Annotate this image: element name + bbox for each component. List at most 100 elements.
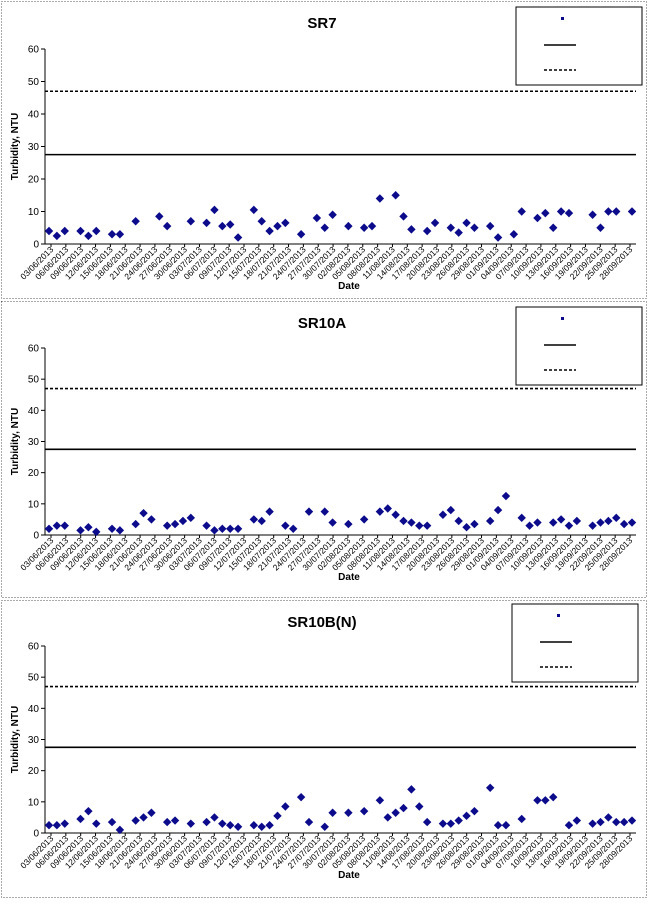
y-tick-label: 50 [28,673,40,684]
data-point [556,207,566,216]
data-point [52,231,62,241]
data-point [407,785,416,794]
data-point [517,513,526,523]
data-point [304,817,314,827]
y-axis-label: Turbidity, NTU [10,706,21,773]
x-axis-label: Date [338,572,360,583]
data-point [501,491,511,501]
data-point [391,808,400,817]
y-tick-label: 10 [28,207,40,218]
y-tick-label: 0 [33,829,39,840]
data-point [210,205,219,215]
data-point [249,205,259,215]
data-point [233,822,243,831]
legend [515,6,643,86]
data-point [627,816,637,825]
data-point [76,226,85,236]
data-point [454,516,463,526]
data-point [493,233,503,242]
data-point [131,217,140,226]
data-point [265,821,274,830]
y-tick-label: 20 [28,175,40,186]
data-point [281,218,290,228]
data-point [186,819,196,828]
data-point [454,816,463,825]
data-point [407,518,416,527]
data-point [462,811,471,821]
data-point [92,819,101,828]
data-point [438,510,448,519]
data-point [344,808,353,817]
data-point [572,816,582,825]
data-point [454,228,463,237]
data-point [604,516,613,526]
data-point [115,526,125,535]
y-tick-label: 10 [28,797,40,808]
data-point [202,521,211,530]
data-point [588,210,597,219]
data-point [107,230,117,239]
data-point [359,515,369,524]
data-point [210,526,219,535]
data-point [399,803,408,813]
data-point [265,226,274,236]
data-point [257,217,266,226]
legend-box [511,603,639,683]
data-point [541,796,550,805]
legend [511,603,639,683]
data-point [60,521,69,530]
data-point [328,210,337,219]
data-point [273,811,282,821]
x-axis-label: Date [338,281,360,292]
data-point [549,518,558,527]
data-point [462,523,471,532]
data-point [367,221,377,231]
data-point [52,821,62,830]
data-point [218,221,227,231]
data-point [281,521,290,530]
data-point [564,821,574,830]
data-point [501,821,511,830]
data-point [107,524,117,533]
data-point [202,218,211,228]
data-point [359,806,369,816]
data-point [320,223,329,232]
data-point [596,518,605,527]
data-point [273,221,282,231]
data-point [265,507,274,516]
data-point [92,226,101,236]
data-point [76,526,85,535]
data-point [139,508,148,518]
data-point [375,194,385,203]
data-point [44,226,54,236]
data-point [588,521,597,530]
data-point [249,821,259,830]
legend-marker [561,317,564,320]
data-point [446,505,455,515]
y-tick-label: 10 [28,499,40,510]
data-point [415,521,424,530]
data-point [383,504,392,513]
data-point [170,816,180,825]
data-point [233,524,243,533]
data-point [202,817,211,827]
data-point [178,516,188,526]
data-point [470,223,479,232]
data-point [257,516,266,526]
y-tick-label: 20 [28,766,40,777]
y-tick-label: 30 [28,437,40,448]
data-point [525,521,534,530]
data-series [44,783,637,835]
data-point [162,521,172,530]
data-point [218,819,227,828]
chart-title: SR7 [307,15,336,32]
data-point [131,519,140,529]
data-point [320,507,329,516]
data-point [44,524,54,533]
data-point [509,230,519,239]
data-point [52,521,62,530]
y-axis-label: Turbidity, NTU [10,408,21,475]
legend-box [515,306,643,386]
data-point [470,806,479,816]
